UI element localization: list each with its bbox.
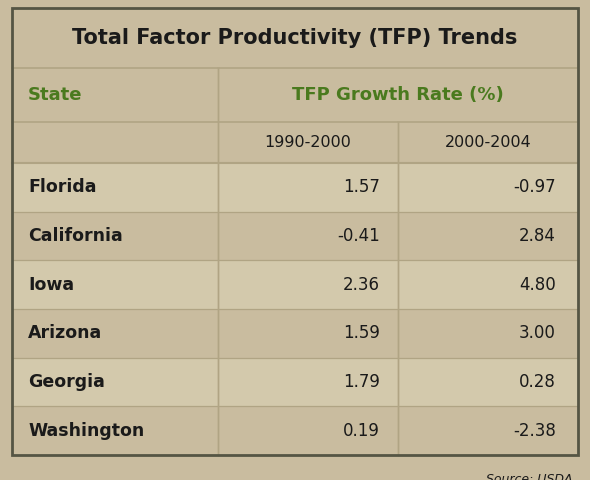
Text: 2.36: 2.36 [343,276,380,294]
Text: -0.97: -0.97 [513,179,556,196]
Bar [12,358,578,407]
Bar [12,212,578,260]
Text: 1.79: 1.79 [343,373,380,391]
Text: 0.28: 0.28 [519,373,556,391]
Text: -0.41: -0.41 [337,227,380,245]
Text: Source: USDA: Source: USDA [486,473,572,480]
Text: Washington: Washington [28,421,144,440]
Bar [12,309,578,358]
Text: TFP Growth Rate (%): TFP Growth Rate (%) [292,86,504,104]
Text: 3.00: 3.00 [519,324,556,342]
Text: 1.57: 1.57 [343,179,380,196]
Text: 2000-2004: 2000-2004 [445,135,532,150]
Text: Total Factor Productivity (TFP) Trends: Total Factor Productivity (TFP) Trends [73,28,517,48]
Text: Florida: Florida [28,179,97,196]
Text: 1990-2000: 1990-2000 [264,135,352,150]
Text: State: State [28,86,83,104]
Text: 0.19: 0.19 [343,421,380,440]
Bar [12,260,578,309]
Text: 2.84: 2.84 [519,227,556,245]
Text: Arizona: Arizona [28,324,102,342]
Text: -2.38: -2.38 [513,421,556,440]
Text: Iowa: Iowa [28,276,74,294]
Text: 4.80: 4.80 [519,276,556,294]
Text: California: California [28,227,123,245]
Text: Georgia: Georgia [28,373,105,391]
Bar [12,163,578,212]
Text: 1.59: 1.59 [343,324,380,342]
Bar [12,407,578,455]
